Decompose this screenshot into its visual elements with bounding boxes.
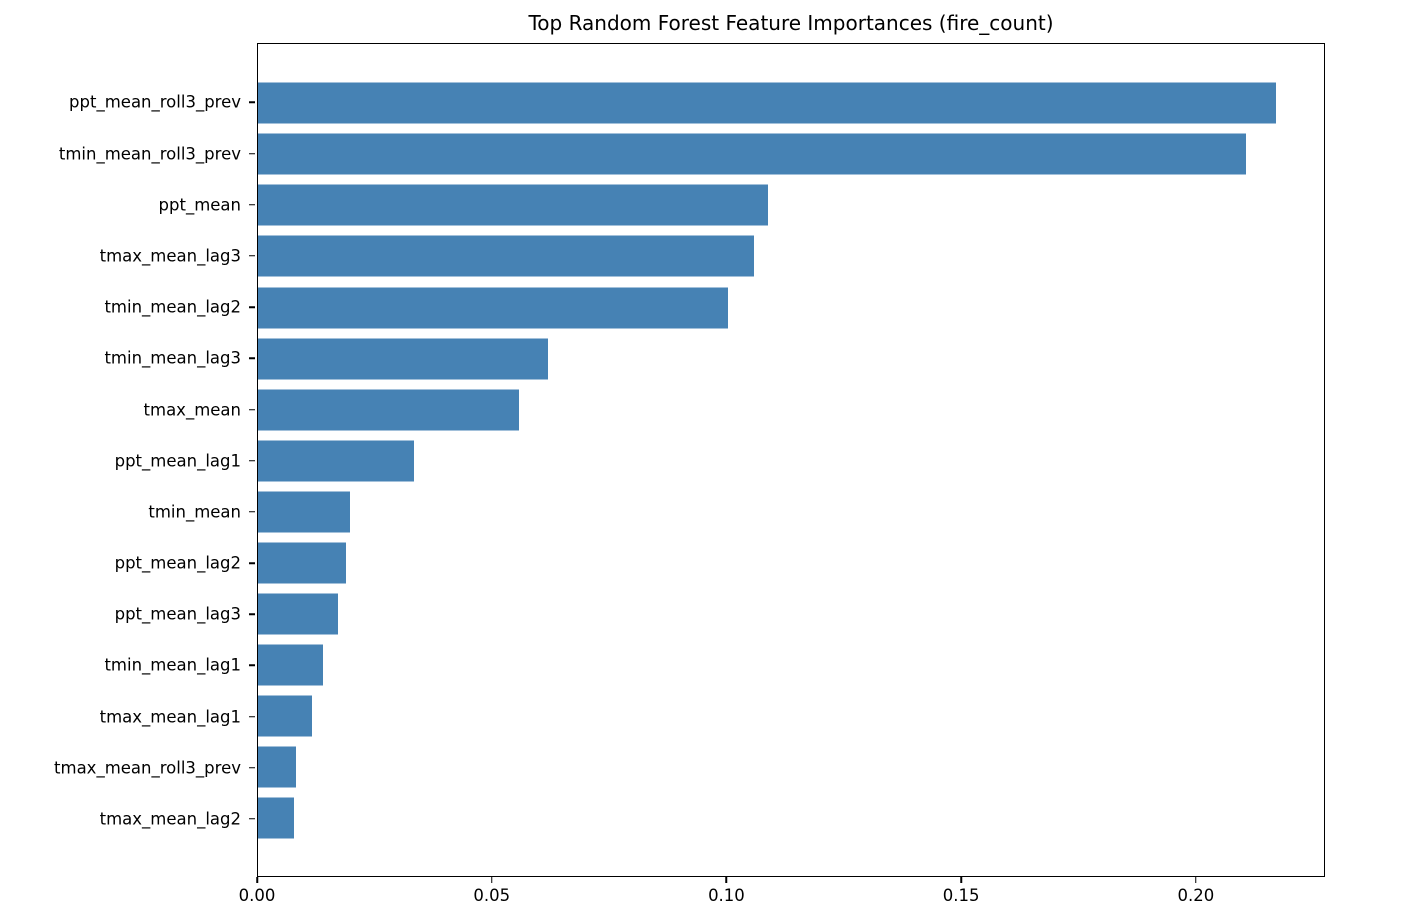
bar (258, 440, 415, 482)
y-tick-mark (249, 357, 255, 360)
x-tick-label: 0.20 (1177, 886, 1215, 905)
y-tick-mark (249, 664, 255, 667)
y-tick-label: tmin_mean_lag3 (104, 348, 241, 368)
y-tick-mark (249, 408, 255, 411)
y-tick-mark (249, 255, 255, 257)
x-tick-mark (1195, 877, 1197, 883)
x-tick-mark (490, 877, 493, 883)
bar (258, 542, 347, 584)
y-tick-label: ppt_mean (158, 195, 241, 215)
bar (258, 184, 768, 226)
y-tick-mark (249, 101, 255, 104)
bar (258, 133, 1246, 175)
y-tick-label: tmin_mean_lag1 (104, 655, 241, 675)
y-tick-label: ppt_mean_lag1 (114, 451, 241, 471)
y-tick-mark (249, 152, 255, 155)
y-tick-label: tmin_mean (148, 502, 241, 522)
y-tick-label: ppt_mean_lag3 (114, 604, 241, 624)
bar (258, 746, 296, 788)
y-tick-mark (249, 306, 255, 308)
bar (258, 797, 295, 839)
plot-area (257, 43, 1325, 877)
bar (258, 593, 339, 635)
y-tick-label: tmin_mean_lag2 (104, 297, 241, 317)
x-tick-mark (960, 877, 962, 883)
chart-title: Top Random Forest Feature Importances (f… (528, 11, 1054, 35)
y-tick-mark (249, 511, 255, 513)
y-tick-mark (249, 613, 255, 615)
x-tick-mark (256, 877, 258, 883)
y-tick-label: tmin_mean_roll3_prev (58, 144, 241, 164)
y-tick-mark (249, 715, 255, 718)
y-tick-mark (249, 562, 255, 564)
bar (258, 82, 1276, 124)
y-axis-ticks (249, 43, 255, 877)
y-tick-label: ppt_mean_roll3_prev (69, 92, 241, 112)
x-tick-label: 0.05 (473, 886, 511, 905)
y-tick-label: tmax_mean_lag3 (99, 246, 241, 266)
x-tick-label: 0.00 (238, 886, 276, 905)
bar (258, 491, 350, 533)
y-tick-label: ppt_mean_lag2 (114, 553, 241, 573)
y-tick-mark (249, 818, 255, 820)
y-tick-mark (249, 766, 255, 769)
bar (258, 235, 754, 277)
bar (258, 338, 548, 380)
x-tick-label: 0.10 (708, 886, 745, 905)
y-tick-label: tmax_mean_roll3_prev (54, 758, 241, 778)
x-tick-mark (725, 877, 728, 883)
bar (258, 389, 519, 431)
x-tick-label: 0.15 (942, 886, 980, 905)
x-axis: 0.00 0.05 0.10 0.15 0.20 (239, 877, 1325, 917)
y-tick-label: tmax_mean_lag1 (99, 707, 241, 727)
y-tick-label: tmax_mean_lag2 (99, 809, 241, 829)
bar (258, 695, 312, 737)
y-tick-mark (249, 204, 255, 206)
y-tick-label: tmax_mean (143, 400, 241, 419)
y-tick-mark (249, 459, 255, 462)
bar (258, 287, 728, 329)
bar (258, 644, 324, 686)
